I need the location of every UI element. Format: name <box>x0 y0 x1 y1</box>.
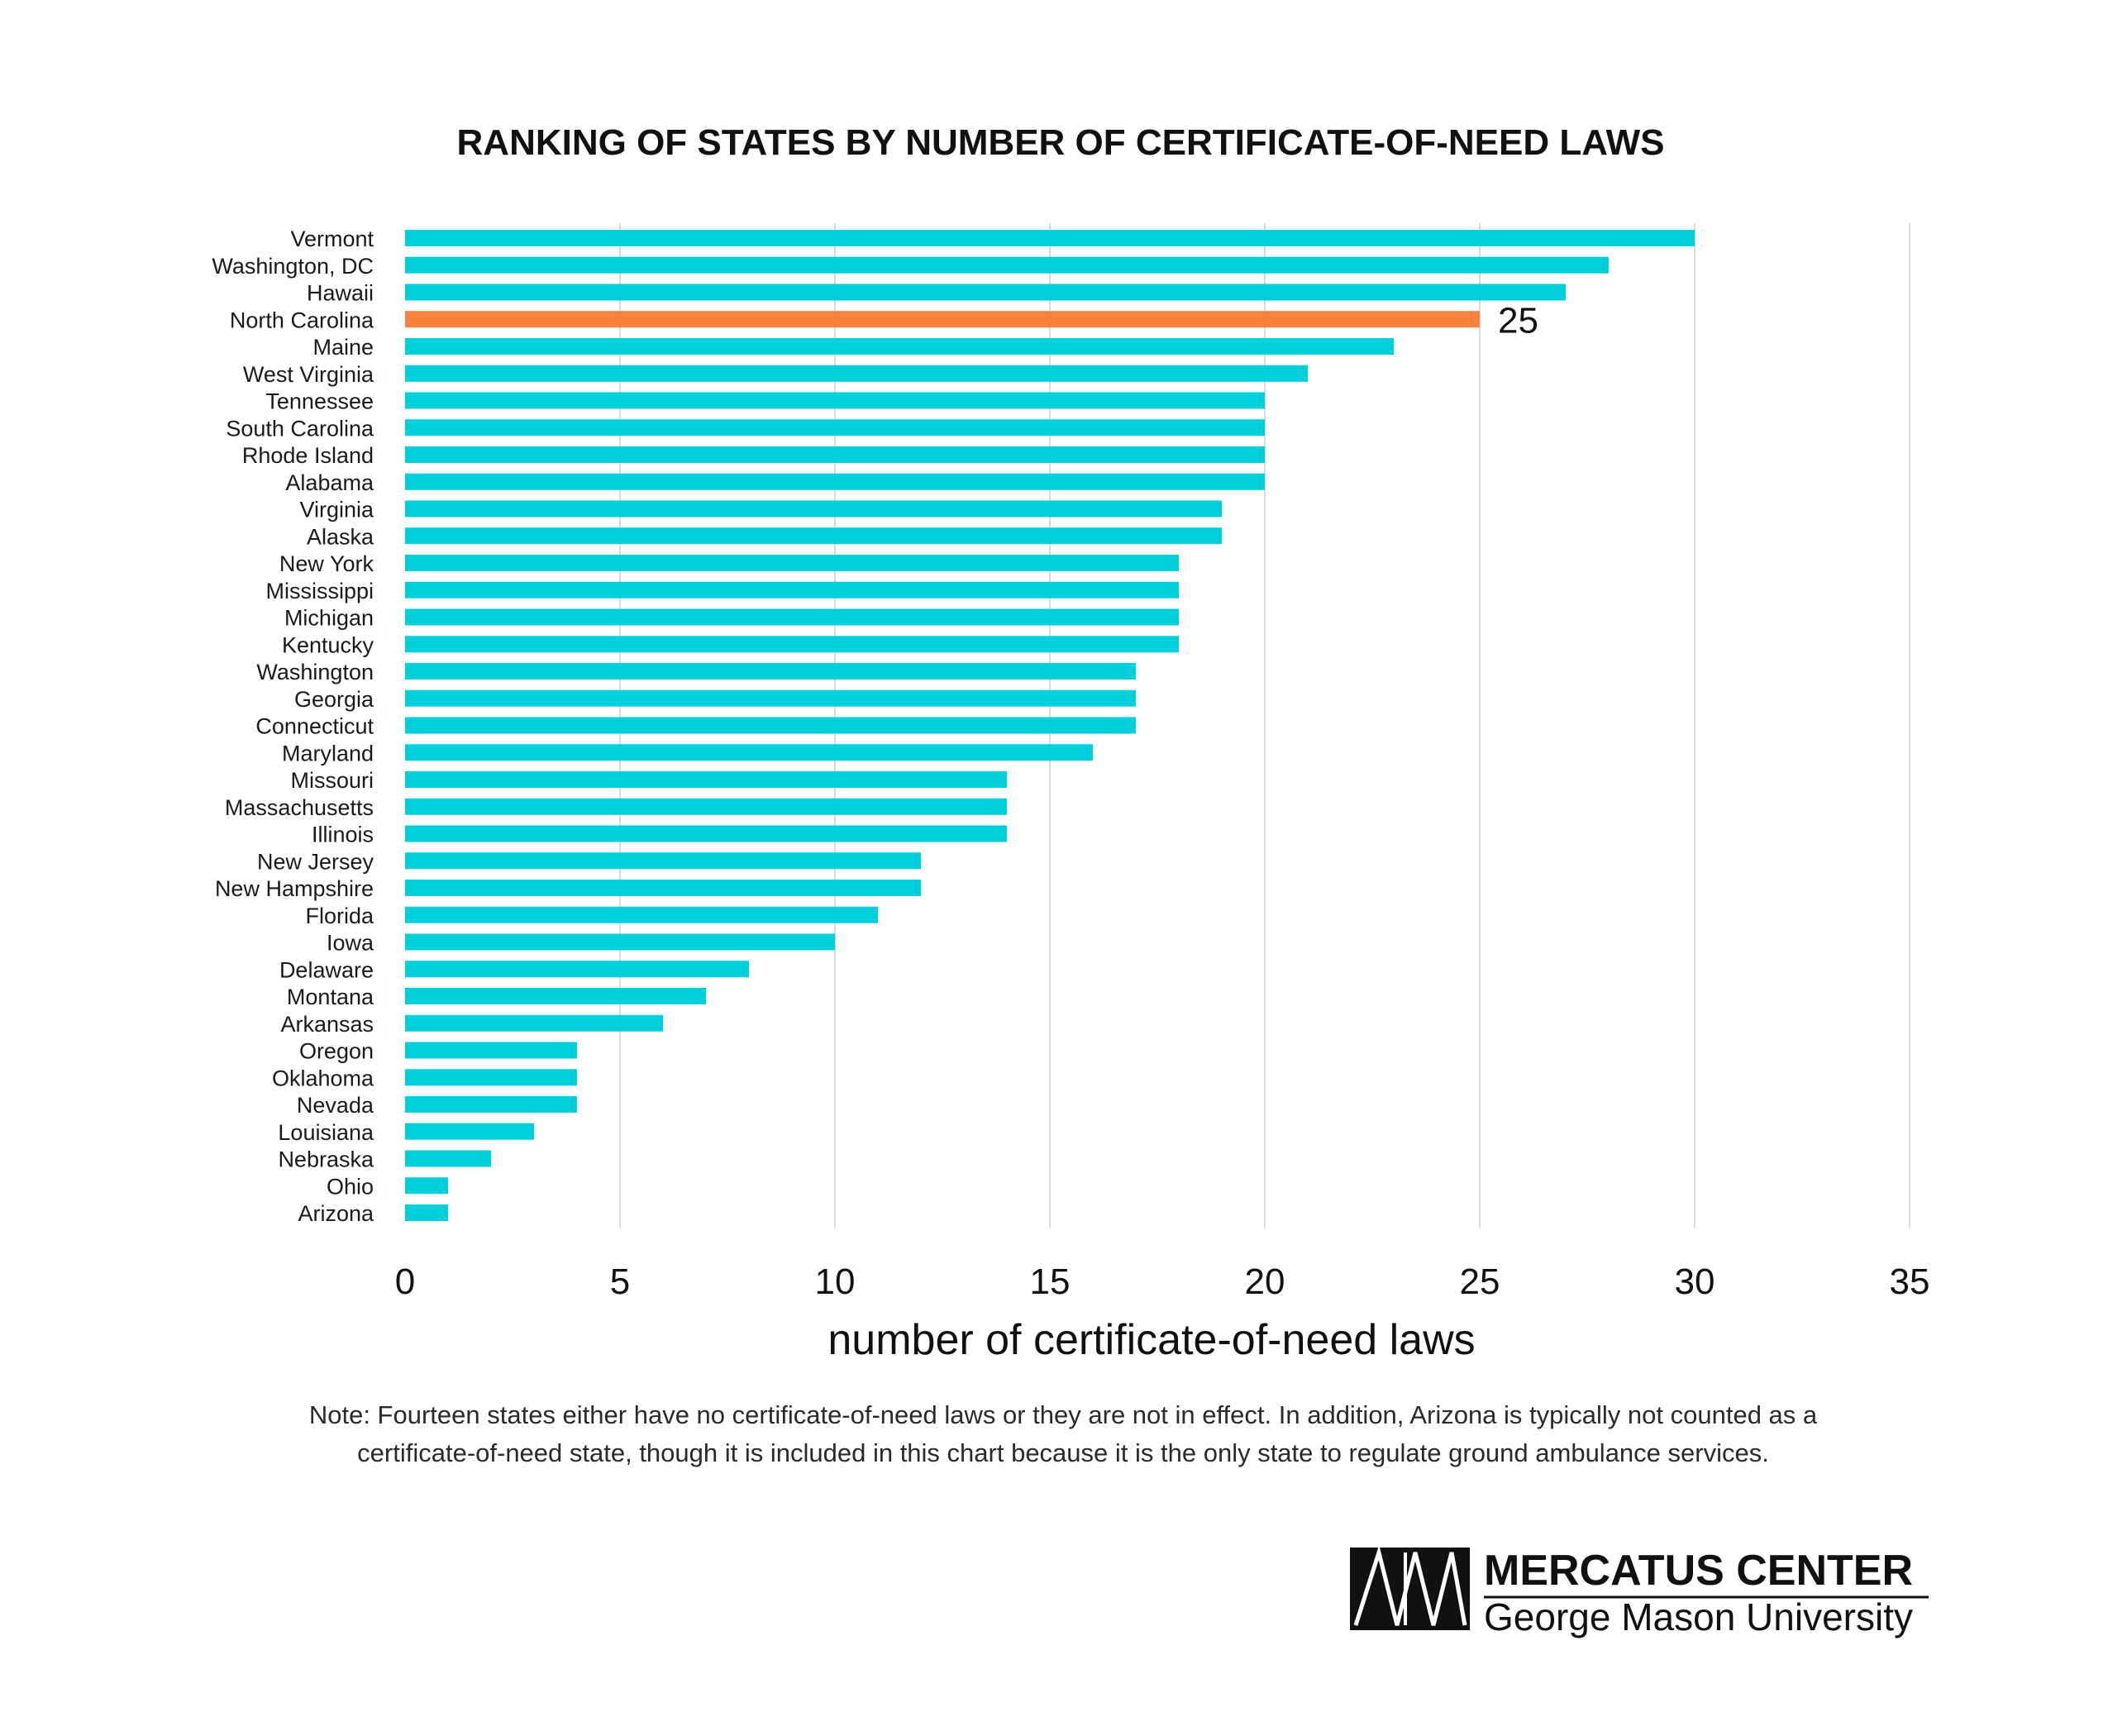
bar-new-york <box>405 555 1179 571</box>
label-nevada: Nevada <box>297 1093 374 1118</box>
note-line-1: Note: Fourteen states either have no cer… <box>309 1400 1818 1429</box>
bar-arizona <box>405 1204 448 1221</box>
label-georgia: Georgia <box>294 687 374 712</box>
bar-new-jersey <box>405 852 921 870</box>
label-new-york: New York <box>279 551 374 576</box>
x-tick-labels: 0 5 10 15 20 25 30 35 <box>395 1261 1930 1302</box>
label-west-virginia: West Virginia <box>243 362 374 387</box>
mercatus-logo: MERCATUS CENTER George Mason University <box>1350 1544 1929 1638</box>
bar-oklahoma <box>405 1069 577 1086</box>
label-ohio: Ohio <box>327 1174 374 1199</box>
label-arkansas: Arkansas <box>280 1012 374 1037</box>
chart-title: RANKING OF STATES BY NUMBER OF CERTIFICA… <box>457 122 1665 163</box>
bar-nebraska <box>405 1150 491 1167</box>
label-montana: Montana <box>287 985 374 1009</box>
label-new-hampshire: New Hampshire <box>215 876 374 901</box>
label-north-carolina: North Carolina <box>230 308 374 332</box>
bar-massachusetts <box>405 798 1007 815</box>
label-south-carolina: South Carolina <box>226 416 374 441</box>
label-massachusetts: Massachusetts <box>225 795 374 820</box>
bar-arkansas <box>405 1014 663 1032</box>
label-vermont: Vermont <box>290 227 374 251</box>
bar-michigan <box>405 608 1179 626</box>
bar-washington <box>405 663 1136 680</box>
label-louisiana: Louisiana <box>278 1120 374 1145</box>
label-maine: Maine <box>312 335 374 360</box>
bar-north-carolina <box>405 311 1480 328</box>
bar-illinois <box>405 825 1007 842</box>
bar-maryland <box>405 744 1093 761</box>
label-oklahoma: Oklahoma <box>272 1066 374 1090</box>
label-washington: Washington <box>256 660 374 684</box>
label-florida: Florida <box>305 904 374 928</box>
bar-iowa <box>405 933 835 951</box>
x-tick-15: 15 <box>1030 1261 1071 1302</box>
logo-subtitle: George Mason University <box>1484 1595 1913 1638</box>
label-virginia: Virginia <box>299 498 374 522</box>
label-hawaii: Hawaii <box>307 281 374 306</box>
bar-mississippi <box>405 581 1179 599</box>
x-axis-title: number of certificate-of-need laws <box>827 1316 1475 1364</box>
label-missouri: Missouri <box>290 768 374 793</box>
label-arizona: Arizona <box>298 1201 374 1226</box>
bar-alabama <box>405 473 1265 490</box>
bar-vermont <box>405 230 1695 246</box>
label-connecticut: Connecticut <box>255 714 374 739</box>
x-tick-0: 0 <box>395 1261 415 1302</box>
x-tick-35: 35 <box>1890 1261 1930 1302</box>
label-delaware: Delaware <box>279 957 374 982</box>
label-mississippi: Mississippi <box>265 579 374 603</box>
bar-oregon <box>405 1042 577 1059</box>
bar-nevada <box>405 1096 577 1113</box>
label-rhode-island: Rhode Island <box>242 443 374 468</box>
mercatus-logo-mark <box>1350 1544 1470 1630</box>
x-tick-10: 10 <box>815 1261 856 1302</box>
bar-kentucky <box>405 636 1179 653</box>
bar-rhode-island <box>405 446 1265 463</box>
bar-connecticut <box>405 717 1136 734</box>
label-maryland: Maryland <box>282 741 374 765</box>
data-label-north-carolina: 25 <box>1498 300 1538 341</box>
bar-georgia <box>405 689 1136 707</box>
bar-delaware <box>405 961 749 978</box>
bar-new-hampshire <box>405 880 921 896</box>
bar-maine <box>405 338 1394 355</box>
bar-louisiana <box>405 1123 534 1140</box>
bars: 25 <box>405 230 1695 1221</box>
label-alabama: Alabama <box>285 470 374 495</box>
x-tick-30: 30 <box>1675 1261 1715 1302</box>
bar-ohio <box>405 1177 448 1195</box>
bar-washington-dc <box>405 256 1609 274</box>
bar-tennessee <box>405 392 1265 409</box>
label-new-jersey: New Jersey <box>257 849 374 874</box>
logo-title: MERCATUS CENTER <box>1484 1547 1913 1595</box>
label-illinois: Illinois <box>312 823 374 847</box>
x-tick-5: 5 <box>610 1261 630 1302</box>
bar-florida <box>405 906 878 923</box>
label-tennessee: Tennessee <box>265 389 374 414</box>
label-kentucky: Kentucky <box>282 632 374 657</box>
label-iowa: Iowa <box>327 931 374 956</box>
label-oregon: Oregon <box>299 1039 374 1064</box>
x-tick-25: 25 <box>1460 1261 1500 1302</box>
x-tick-20: 20 <box>1245 1261 1285 1302</box>
bar-virginia <box>405 500 1222 517</box>
bar-alaska <box>405 527 1222 545</box>
bar-west-virginia <box>405 365 1308 382</box>
bar-missouri <box>405 771 1007 788</box>
label-nebraska: Nebraska <box>278 1147 374 1172</box>
label-alaska: Alaska <box>307 524 374 549</box>
bar-south-carolina <box>405 419 1265 436</box>
label-washington-dc: Washington, DC <box>212 254 374 279</box>
bar-hawaii <box>405 284 1566 301</box>
bar-montana <box>405 988 706 1004</box>
label-michigan: Michigan <box>284 606 374 631</box>
note-line-2: certificate-of-need state, though it is … <box>357 1438 1769 1467</box>
